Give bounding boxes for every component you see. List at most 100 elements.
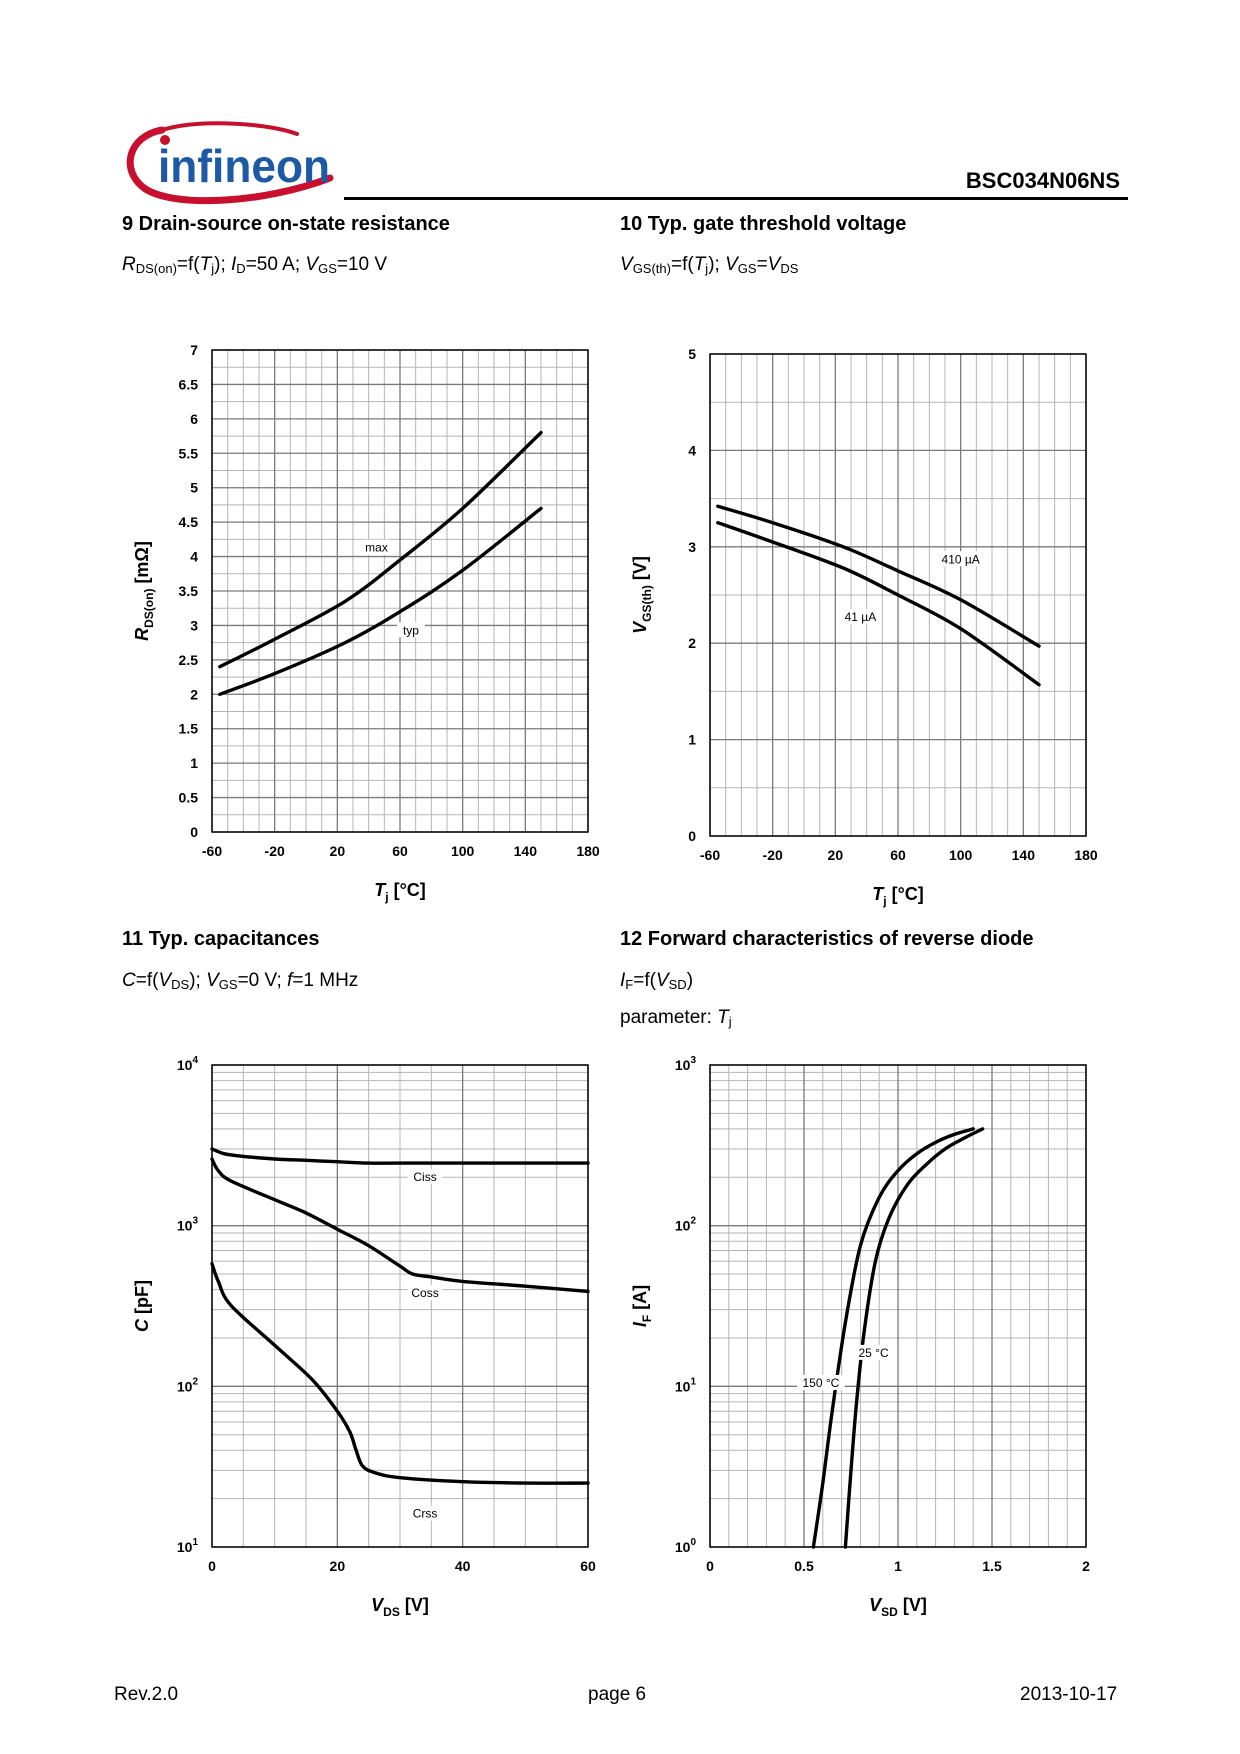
series-label-bg	[407, 1285, 443, 1301]
plot-frame	[709, 353, 1087, 837]
series-label: typ	[403, 623, 419, 637]
x-tick-label: 1	[894, 1558, 902, 1574]
footer-page: page 6	[588, 1684, 647, 1705]
x-tick-label: 20	[330, 1558, 346, 1574]
x-tick-label: -20	[763, 847, 783, 863]
grid	[211, 349, 589, 833]
footer-revision: Rev.2.0	[114, 1684, 179, 1705]
series-line	[210, 1147, 590, 1165]
x-axis-label: Tj [°C]	[872, 884, 924, 908]
y-tick-label: 6.5	[179, 376, 199, 392]
series-label-bg	[936, 551, 985, 567]
x-tick-label: 60	[890, 847, 906, 863]
section-10-title: 10 Typ. gate threshold voltage	[620, 213, 907, 235]
section-11-title: 11 Typ. capacitances	[122, 928, 320, 950]
y-tick-label: 2	[190, 686, 198, 702]
y-tick-label: 3	[190, 617, 198, 633]
series-label-bg	[853, 1344, 895, 1360]
series-label: 25 °C	[858, 1346, 888, 1360]
x-tick-label: -60	[202, 843, 222, 859]
series-line	[218, 430, 543, 669]
x-tick-label: 180	[576, 843, 600, 859]
series-label: Ciss	[413, 1170, 436, 1184]
x-tick-label: 2	[1082, 1558, 1090, 1574]
svg-text:infineon: infineon	[158, 140, 330, 192]
y-tick-label: 103	[177, 1216, 199, 1234]
grid	[709, 1064, 1087, 1548]
y-axis-label: C [pF]	[132, 1280, 152, 1332]
y-tick-label: 5	[190, 480, 198, 496]
y-tick-label: 0	[688, 828, 696, 844]
chart-capacitance-vs-vds: 0 20 40 60 101 102 103 104 VDS [V] C [pF] Ciss Coss…	[132, 1055, 596, 1619]
section-12-formula: IF=f(VSD)	[620, 970, 694, 992]
x-tick-label: 140	[514, 843, 538, 859]
x-tick-label: 1.5	[982, 1558, 1002, 1574]
y-tick-label: 0	[190, 824, 198, 840]
series-line	[218, 506, 543, 696]
x-tick-label: 20	[330, 843, 346, 859]
section-12-title: 12 Forward characteristics of reverse di…	[620, 928, 1034, 950]
series-label: 410 µA	[942, 552, 980, 566]
y-tick-label: 0.5	[179, 790, 199, 806]
y-tick-label: 4	[190, 549, 198, 565]
series-label-bg	[839, 609, 881, 625]
series-label-bg	[407, 1169, 443, 1185]
x-tick-label: 180	[1074, 847, 1098, 863]
x-tick-label: 0	[706, 1558, 714, 1574]
series-label: max	[365, 541, 388, 555]
y-axis-label: RDS(on) [mΩ]	[132, 541, 156, 641]
x-tick-label: 20	[828, 847, 844, 863]
x-tick-label: 100	[451, 843, 475, 859]
x-axis-label: Tj [°C]	[374, 880, 426, 904]
series-label-bg	[797, 1374, 845, 1390]
y-tick-label: 101	[177, 1537, 199, 1555]
series-line	[210, 1157, 590, 1294]
header-rule	[344, 197, 1128, 200]
y-tick-label: 3.5	[179, 583, 199, 599]
plot-frame	[211, 349, 589, 833]
series-label-bg	[407, 1505, 443, 1521]
series-line	[716, 504, 1041, 648]
series-label: 150 °C	[803, 1376, 840, 1390]
series-label-bg	[362, 539, 391, 555]
infineon-logo: infineon	[126, 121, 334, 205]
section-9-formula: RDS(on)=f(Tj); ID=50 A; VGS=10 V	[122, 254, 388, 276]
y-tick-label: 2.5	[179, 652, 199, 668]
y-tick-label: 101	[675, 1376, 697, 1394]
section-10-formula: VGS(th)=f(Tj); VGS=VDS	[620, 254, 799, 276]
y-tick-label: 5	[688, 346, 696, 362]
series-label: 41 µA	[845, 610, 877, 624]
chart-forward-diode: 0 0.5 1 1.5 2 100 101 102 103 VSD [V] IF [A] 150 °C…	[630, 1055, 1090, 1619]
series-line	[811, 1127, 975, 1549]
y-tick-label: 102	[675, 1216, 697, 1234]
footer-date: 2013-10-17	[1020, 1684, 1118, 1705]
section-9-title: 9 Drain-source on-state resistance	[122, 213, 450, 235]
y-tick-label: 4.5	[179, 514, 199, 530]
series-line	[843, 1127, 985, 1549]
y-tick-label: 1.5	[179, 721, 199, 737]
x-tick-label: 0	[208, 1558, 216, 1574]
y-tick-label: 4	[688, 442, 696, 458]
series-label: Coss	[411, 1286, 438, 1300]
y-tick-label: 1	[688, 732, 696, 748]
x-tick-label: 0.5	[794, 1558, 814, 1574]
section-12-parameter: parameter: Tj	[620, 1007, 732, 1029]
chart-rdson-vs-tj: -60 -20 20 60 100 140 180 0 0.5 1 1.5 2 2.5 3 3.5 4 4.5 5…	[132, 342, 600, 904]
plot-frame	[211, 1064, 589, 1548]
y-tick-label: 3	[688, 539, 696, 555]
x-tick-label: 140	[1012, 847, 1036, 863]
x-tick-label: -60	[700, 847, 720, 863]
x-tick-label: 60	[580, 1558, 596, 1574]
x-tick-label: -20	[265, 843, 285, 859]
y-tick-label: 1	[190, 755, 198, 771]
series-line	[716, 521, 1041, 687]
y-tick-label: 2	[688, 635, 696, 651]
section-11-formula: C=f(VDS); VGS=0 V; f=1 MHz	[122, 970, 359, 992]
x-tick-label: 60	[392, 843, 408, 859]
series-label: Crss	[413, 1507, 438, 1521]
plot-frame	[709, 1064, 1087, 1548]
series-label-bg	[397, 622, 425, 638]
x-axis-label: VSD [V]	[869, 1595, 927, 1619]
chart-vgsth-vs-tj: -60 -20 20 60 100 140 180 0 1 2 3 4 5 Tj [°C] VGS(th) …	[630, 346, 1098, 908]
y-tick-label: 100	[675, 1537, 697, 1555]
